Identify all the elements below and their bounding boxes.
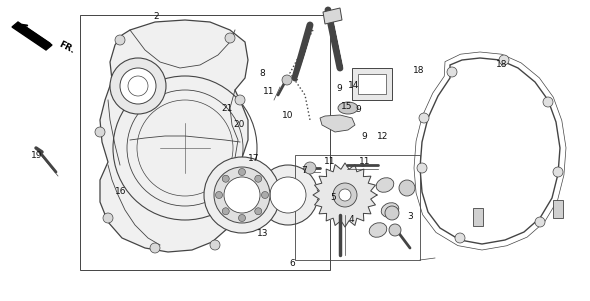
Text: 15: 15 [341, 102, 353, 111]
Polygon shape [100, 20, 248, 252]
Polygon shape [320, 115, 355, 132]
Circle shape [304, 162, 316, 174]
Ellipse shape [376, 178, 394, 192]
Circle shape [255, 208, 262, 215]
Circle shape [417, 163, 427, 173]
Text: 6: 6 [289, 259, 295, 268]
Text: 18: 18 [496, 60, 507, 69]
Circle shape [270, 177, 306, 213]
Circle shape [389, 224, 401, 236]
Text: 5: 5 [330, 193, 336, 202]
Circle shape [150, 243, 160, 253]
Ellipse shape [381, 203, 399, 217]
Circle shape [238, 215, 245, 222]
Text: 9: 9 [356, 105, 362, 114]
Text: 7: 7 [301, 166, 307, 175]
Text: 11: 11 [359, 157, 371, 166]
Bar [553, 200, 563, 218]
Text: 9: 9 [362, 132, 368, 141]
Text: 8: 8 [260, 69, 266, 78]
Text: 10: 10 [281, 111, 293, 120]
Circle shape [222, 208, 230, 215]
Circle shape [543, 97, 553, 107]
Text: 2: 2 [153, 12, 159, 21]
Text: 11: 11 [263, 87, 274, 96]
Ellipse shape [338, 102, 358, 114]
Text: 17: 17 [248, 154, 260, 163]
Text: 9: 9 [336, 84, 342, 93]
Circle shape [115, 35, 125, 45]
Text: 18: 18 [413, 66, 425, 75]
Text: 12: 12 [376, 132, 388, 141]
Text: 16: 16 [115, 187, 127, 196]
Circle shape [215, 191, 222, 198]
Circle shape [233, 190, 243, 200]
Polygon shape [12, 22, 52, 50]
Text: FR.: FR. [57, 40, 76, 56]
Text: 11: 11 [323, 157, 335, 166]
Bar [473, 208, 483, 226]
Circle shape [553, 167, 563, 177]
Bar [295, 155, 420, 260]
Text: 13: 13 [257, 229, 268, 238]
Circle shape [399, 180, 415, 196]
Circle shape [95, 127, 105, 137]
Circle shape [535, 217, 545, 227]
Circle shape [255, 175, 262, 182]
Circle shape [385, 206, 399, 220]
Circle shape [419, 113, 429, 123]
Circle shape [238, 169, 245, 175]
Text: 14: 14 [348, 81, 360, 90]
Circle shape [224, 177, 260, 213]
Circle shape [235, 95, 245, 105]
Circle shape [455, 233, 465, 243]
Text: 21: 21 [221, 104, 233, 113]
Text: 19: 19 [31, 150, 43, 160]
Circle shape [204, 157, 280, 233]
Circle shape [261, 191, 268, 198]
Text: 20: 20 [233, 120, 245, 129]
Circle shape [447, 67, 457, 77]
Ellipse shape [369, 223, 387, 237]
Circle shape [499, 55, 509, 65]
Bar [358, 74, 386, 94]
Circle shape [210, 240, 220, 250]
Circle shape [333, 183, 357, 207]
Text: 3: 3 [407, 212, 413, 221]
Circle shape [339, 189, 351, 201]
Polygon shape [323, 8, 342, 24]
Polygon shape [420, 58, 560, 244]
Polygon shape [313, 163, 377, 227]
Text: 4: 4 [348, 215, 354, 224]
Circle shape [282, 75, 292, 85]
Bar [80, 15, 330, 270]
Circle shape [103, 213, 113, 223]
Circle shape [222, 175, 230, 182]
Bar [352, 68, 392, 100]
Circle shape [110, 58, 166, 114]
Circle shape [225, 33, 235, 43]
Circle shape [258, 165, 318, 225]
Circle shape [120, 68, 156, 104]
Circle shape [214, 167, 270, 223]
